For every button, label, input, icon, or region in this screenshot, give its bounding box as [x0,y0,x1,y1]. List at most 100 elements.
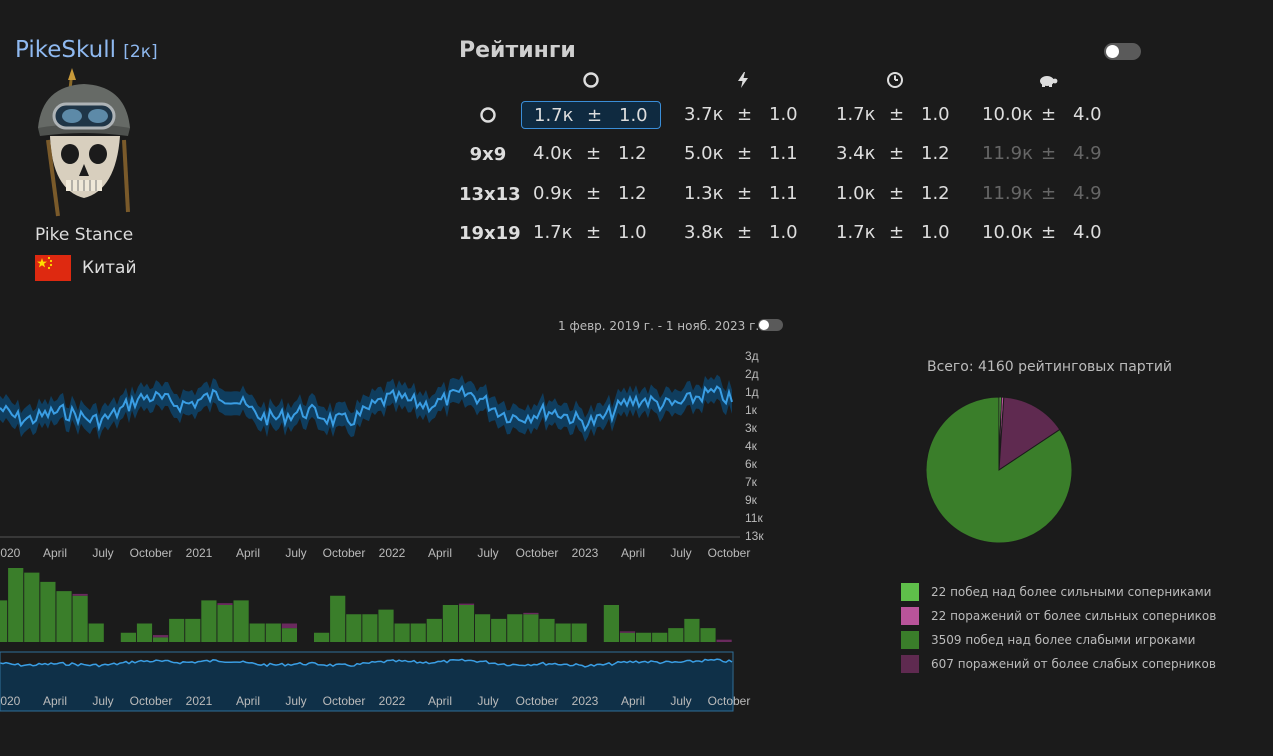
rating-cell[interactable]: 1.0к ±1.2 [836,183,950,204]
legend-swatch [901,607,919,625]
rating-cell[interactable]: 11.9к ±4.9 [982,143,1102,164]
china-flag-icon [35,255,71,281]
rating-line [0,384,733,433]
games-pie-chart[interactable] [922,393,1076,547]
legend-item: 607 поражений от более слабых соперников [901,652,1216,676]
blitz-bolt-icon [734,71,752,89]
x-tick-label: 2021 [186,694,213,708]
pie-slice[interactable] [998,396,1061,471]
row-label-overall [459,105,517,129]
win-bar [458,605,475,642]
rating-cell[interactable]: 0.9к ±1.2 [533,183,647,204]
win-bar [426,618,442,642]
win-bar [88,623,104,642]
range-selector [0,651,734,712]
win-bar [0,600,8,642]
x-tick-label: October [708,546,751,560]
real-name: Pike Stance [35,225,134,245]
win-bar [8,568,24,642]
y-tick-label: 6к [745,457,758,471]
win-bar [120,632,136,642]
rating-cell[interactable]: 3.4к ±1.2 [836,143,950,164]
rating-cell[interactable]: 1.7к ±1.0 [533,222,647,243]
win-bar [491,618,507,642]
x-tick-label: April [621,694,645,708]
overall-circle-icon [480,107,496,123]
win-bar [281,628,297,642]
win-bar [378,609,394,642]
legend-swatch [901,583,919,601]
x-tick-label: 2022 [379,694,406,708]
rating-cell[interactable]: 3.7к ±1.0 [684,104,798,125]
rating-cell[interactable]: 10.0к ±4.0 [982,104,1102,125]
correspondence-turtle-icon [1038,71,1058,89]
rating-cell[interactable]: 3.8к ±1.0 [684,222,798,243]
x-tick-label: 2020 [0,546,21,560]
y-tick-label: 3д [745,349,759,363]
loss-bar [153,635,169,638]
x-tick-label: 2020 [0,694,21,708]
legend-item: 22 побед над более сильными соперниками [901,580,1216,604]
range-selector-window[interactable] [0,651,734,712]
win-bar [169,618,185,642]
rating-cell[interactable]: 1.7к ±1.0 [836,104,950,125]
win-bar [362,614,378,642]
win-bar [56,591,72,642]
row-label-19x19: 19x19 [459,223,521,244]
rank-badge: [2к] [123,42,158,62]
rating-cell[interactable]: 11.9к ±4.9 [982,183,1102,204]
x-tick-label: July [285,546,306,560]
rating-cell[interactable]: 5.0к ±1.1 [684,143,798,164]
win-bar [652,632,668,642]
y-tick-label: 11к [745,511,763,525]
win-bar [619,632,636,642]
win-bar [233,600,249,642]
win-bar [636,632,652,642]
loss-bar [619,631,636,633]
win-bar [555,623,571,642]
win-bar [700,628,716,642]
legend-label: 3509 побед над более слабыми игроками [931,633,1196,647]
win-bar [330,595,346,642]
x-tick-label: October [323,546,366,560]
date-range-toggle[interactable] [758,319,783,331]
row-label-9x9: 9x9 [469,144,507,165]
loss-bar [716,639,732,642]
x-tick-label: July [92,546,113,560]
ratings-toggle[interactable] [1104,43,1141,60]
x-tick-label: October [516,546,559,560]
rating-cell[interactable]: 1.7к ±1.0 [521,101,661,129]
win-bar [475,614,491,642]
rating-cell[interactable]: 10.0к ±4.0 [982,222,1102,243]
x-tick-label: July [285,694,306,708]
rating-cell[interactable]: 1.7к ±1.0 [836,222,950,243]
pie-slice[interactable] [925,396,1073,544]
username-link[interactable]: PikeSkull [2к] [15,37,158,63]
rating-cell[interactable]: 1.3к ±1.1 [684,183,798,204]
x-tick-label: October [323,694,366,708]
legend-swatch [901,655,919,673]
row-label-13x13: 13x13 [459,184,521,205]
x-tick-label: April [621,546,645,560]
x-tick-label: 2022 [379,546,406,560]
legend-label: 22 поражений от более сильных соперников [931,609,1217,623]
y-tick-label: 4к [745,439,758,453]
rating-history-chart[interactable]: 3д 2д 1д 1к 3к 4к 6к 7к 9к 11к 13к 2020 April July Oc… [0,340,800,720]
x-tick-label: July [670,694,691,708]
x-tick-label: July [477,546,498,560]
x-tick-label: 2023 [572,546,599,560]
win-bar [410,623,426,642]
x-tick-label: April [236,694,260,708]
x-axis-ticks: 2020 April July October 2021 April July October… [0,546,750,560]
y-tick-label: 3к [745,421,758,435]
live-clock-icon [886,71,904,89]
x-tick-label: July [670,546,691,560]
loss-bar [523,612,539,615]
x-tick-label: July [477,694,498,708]
win-bar [185,618,201,642]
win-bar [668,628,684,642]
rating-cell[interactable]: 4.0к ±1.2 [533,143,647,164]
y-tick-label: 7к [745,475,758,489]
x-tick-label: October [708,694,751,708]
avatar [38,68,130,217]
